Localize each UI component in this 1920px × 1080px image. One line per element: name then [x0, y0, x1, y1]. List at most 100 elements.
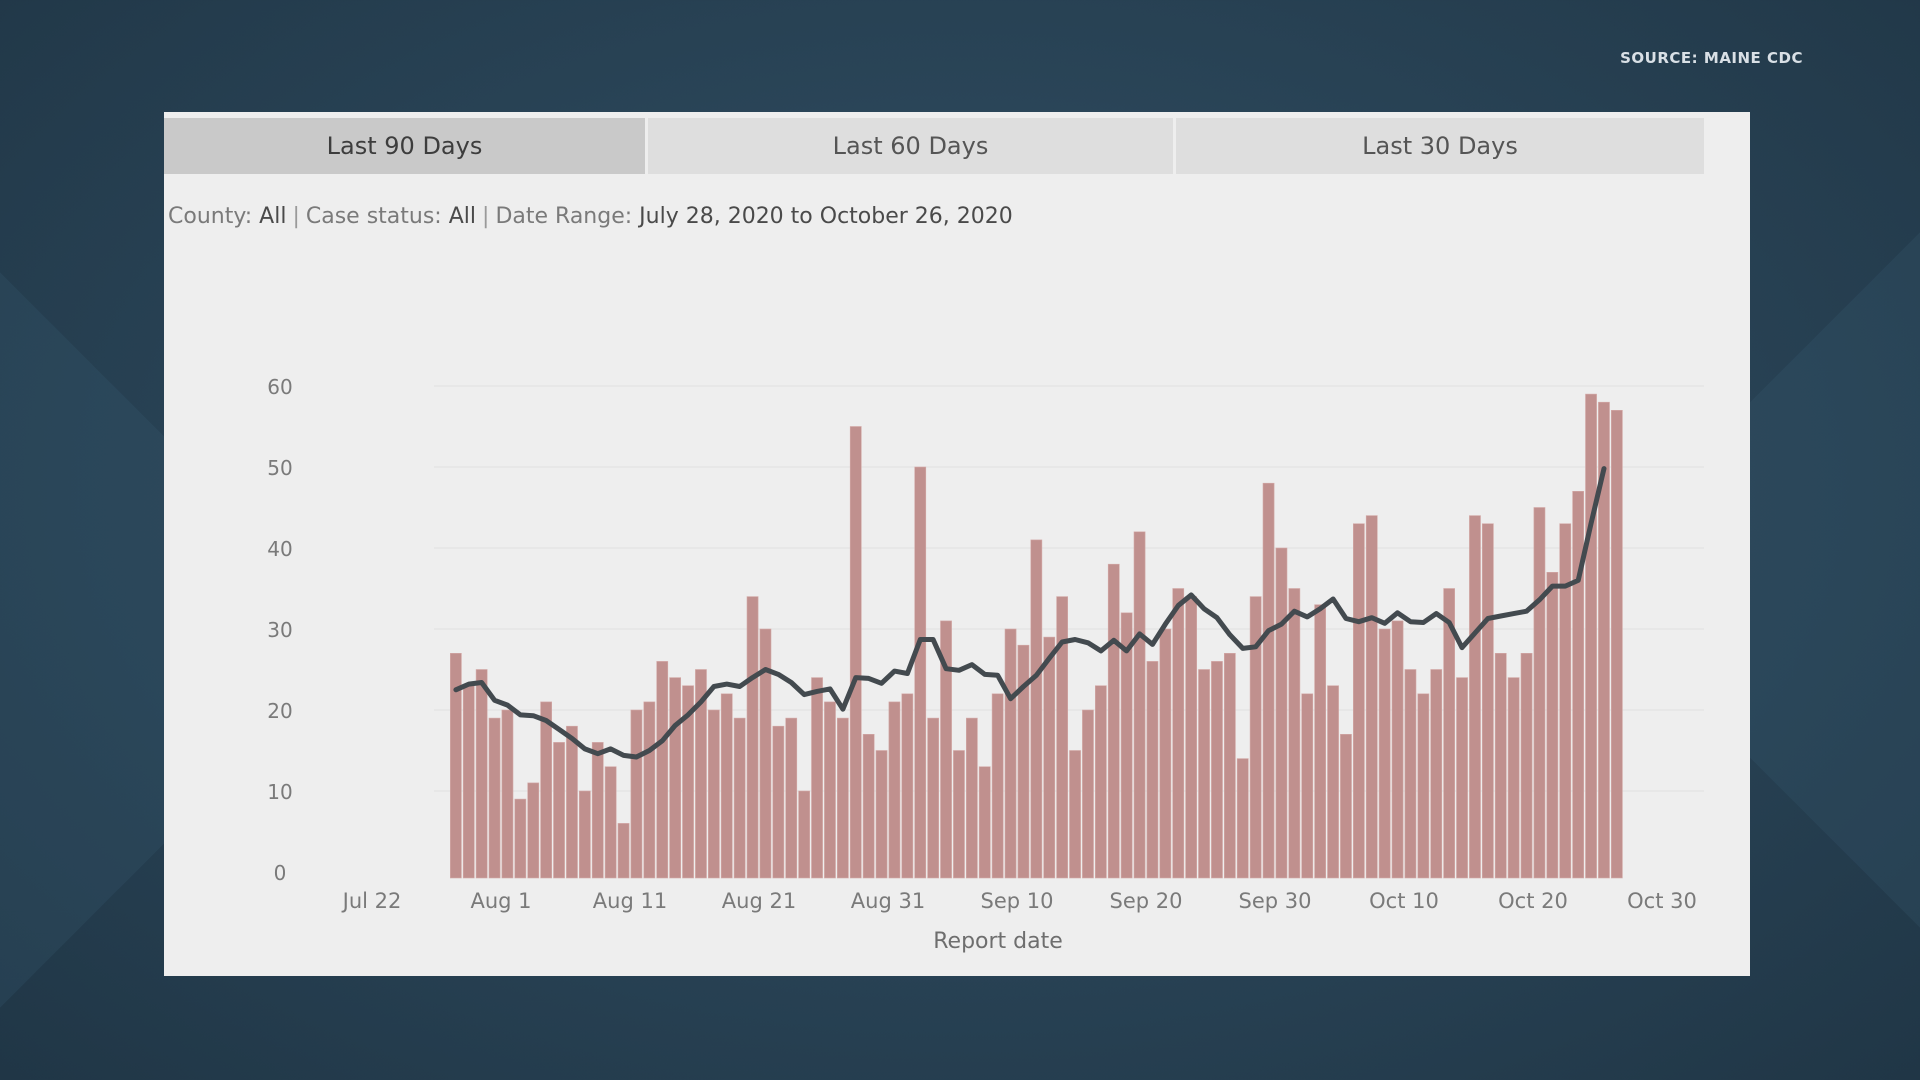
daily-case-bar — [591, 742, 604, 879]
daily-case-bar — [669, 677, 681, 879]
daily-case-bar — [888, 701, 901, 879]
tab-last-90-days[interactable]: Last 90 Days — [164, 118, 648, 174]
daily-case-bar — [488, 717, 501, 879]
filter-separator: | — [482, 204, 490, 229]
daily-case-bar — [1494, 652, 1507, 879]
daily-case-bar — [1069, 750, 1081, 879]
daily-case-bar — [1482, 523, 1494, 879]
filter-separator: | — [292, 204, 300, 229]
y-tick-label: 30 — [267, 618, 292, 642]
daily-case-bar — [1211, 661, 1223, 879]
daily-case-bar — [837, 717, 849, 879]
daily-case-bar — [953, 750, 965, 879]
daily-case-bar — [759, 628, 772, 879]
x-axis-label: Report date — [933, 929, 1063, 954]
y-tick-label: 40 — [267, 537, 292, 561]
daily-case-bar — [1314, 604, 1326, 879]
case-status-value: All — [448, 204, 477, 229]
y-tick-label: 60 — [267, 375, 292, 399]
daily-case-bar — [1262, 482, 1275, 879]
daily-case-bar — [579, 790, 591, 879]
daily-case-bar — [1082, 709, 1094, 879]
daily-case-bar — [514, 798, 527, 879]
daily-case-bar — [617, 823, 630, 879]
daily-case-bar — [1288, 588, 1301, 879]
daily-case-bar — [1301, 693, 1314, 879]
x-tick-label: Sep 20 — [1110, 889, 1183, 913]
daily-case-bar — [720, 693, 733, 879]
tab-last-30-days[interactable]: Last 30 Days — [1176, 118, 1704, 174]
daily-case-bar — [914, 466, 927, 879]
daily-case-bar — [1598, 401, 1610, 879]
daily-case-bar — [1430, 669, 1443, 879]
daily-case-bar — [1443, 588, 1455, 879]
daily-case-bar — [927, 717, 939, 879]
y-tick-label: 10 — [267, 780, 292, 804]
daily-case-bar — [695, 669, 707, 879]
date-range-label: Date Range: — [495, 204, 633, 229]
daily-case-bar — [553, 742, 565, 879]
daily-case-bar — [630, 709, 643, 879]
x-tick-label: Aug 11 — [593, 889, 667, 913]
x-tick-label: Oct 10 — [1369, 889, 1439, 913]
cases-chart: 0 10 20 30 40 50 60 Jul 22 Aug 1 Aug 11 Aug 21 Aug… — [267, 375, 1704, 954]
daily-case-bar — [682, 685, 694, 879]
daily-case-bar — [501, 709, 514, 879]
daily-case-bar — [708, 709, 720, 879]
daily-case-bar — [1249, 596, 1262, 879]
daily-case-bar — [1559, 523, 1572, 879]
daily-case-bar — [1365, 515, 1378, 879]
x-tick-label: Sep 30 — [1239, 889, 1312, 913]
daily-case-bar — [862, 733, 875, 879]
x-tick-label: Aug 21 — [722, 889, 796, 913]
daily-case-bar — [875, 750, 888, 879]
daily-case-bar — [1017, 644, 1030, 879]
daily-case-bar — [1095, 685, 1107, 879]
x-axis-ticks: Jul 22 Aug 1 Aug 11 Aug 21 Aug 31 Sep 10 Sep 2… — [341, 889, 1697, 913]
y-tick-label: 0 — [274, 861, 287, 885]
x-tick-label: Aug 1 — [470, 889, 531, 913]
daily-case-bar — [1391, 620, 1404, 879]
daily-case-bar — [566, 725, 578, 879]
daily-case-bar — [1456, 677, 1468, 879]
x-tick-label: Oct 20 — [1498, 889, 1568, 913]
daily-case-bar — [1533, 507, 1546, 879]
daily-case-bar — [1185, 596, 1197, 879]
county-value: All — [259, 204, 287, 229]
daily-case-bar — [1275, 547, 1288, 879]
daily-case-bar — [1327, 685, 1339, 879]
daily-case-bar — [772, 725, 785, 879]
daily-case-bar — [785, 717, 798, 879]
county-label: County: — [168, 204, 253, 229]
daily-case-bar — [1546, 571, 1559, 879]
daily-case-bar — [746, 596, 759, 879]
daily-case-bar — [1353, 523, 1365, 879]
tab-last-60-days[interactable]: Last 60 Days — [648, 118, 1176, 174]
daily-case-bar — [901, 693, 914, 879]
daily-case-bar — [811, 677, 823, 879]
date-range-value: July 28, 2020 to October 26, 2020 — [639, 204, 1013, 229]
x-tick-label: Sep 10 — [981, 889, 1054, 913]
daily-case-bar — [1172, 588, 1185, 879]
daily-case-bar — [1378, 628, 1391, 879]
daily-case-bar — [1056, 596, 1068, 879]
y-tick-label: 20 — [267, 699, 292, 723]
daily-case-bar — [824, 701, 836, 879]
moving-average-line — [453, 466, 1607, 760]
daily-case-bar — [1507, 677, 1520, 879]
daily-case-bar — [1224, 652, 1236, 879]
daily-case-bar — [1520, 652, 1533, 879]
bars — [450, 393, 1623, 879]
x-tick-label: Oct 30 — [1627, 889, 1697, 913]
daily-case-bar — [1159, 628, 1172, 879]
daily-case-bar — [1120, 612, 1133, 879]
daily-case-bar — [1404, 669, 1417, 879]
y-tick-label: 50 — [267, 456, 292, 480]
daily-case-bar — [1469, 515, 1481, 879]
daily-case-bar — [798, 790, 810, 879]
daily-case-bar — [849, 426, 862, 879]
daily-case-bar — [1417, 693, 1430, 879]
daily-case-bar — [1611, 409, 1623, 879]
daily-case-bar — [1043, 636, 1056, 879]
daily-case-bar — [1198, 669, 1210, 879]
